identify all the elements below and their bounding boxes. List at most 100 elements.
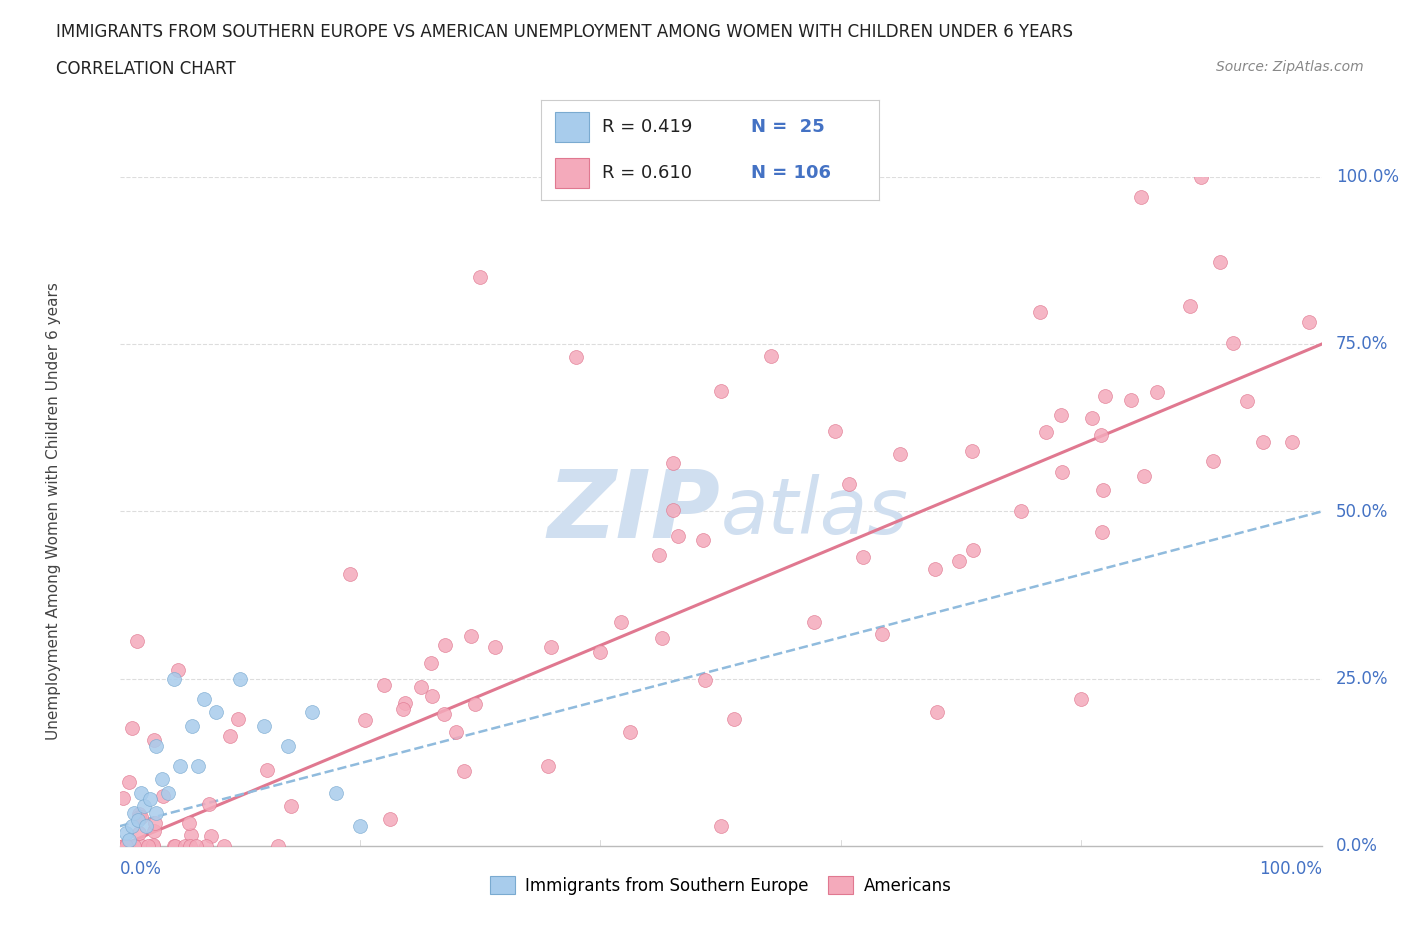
Point [339,566,361,581]
Point [184,839,207,854]
Point [136,839,159,854]
Text: Unemployment Among Women with Children Under 6 years: Unemployment Among Women with Children U… [46,283,60,740]
Point [112,839,135,854]
Point [180,828,202,843]
Text: 25.0%: 25.0% [1336,670,1389,688]
Point [204,705,226,720]
Point [152,788,174,803]
Point [619,725,641,740]
Point [709,818,731,833]
Point [267,839,290,854]
Point [169,759,191,774]
Point [219,729,242,744]
Point [228,671,250,686]
Point [709,383,731,398]
Point [162,671,184,686]
Point [484,640,506,655]
Point [253,718,276,733]
Point [198,796,221,811]
Point [354,712,377,727]
Point [661,456,683,471]
Point [692,532,714,547]
Bar [555,158,589,188]
Point [167,663,190,678]
Point [464,697,486,711]
Point [925,705,948,720]
Text: IMMIGRANTS FROM SOUTHERN EUROPE VS AMERICAN UNEMPLOYMENT AMONG WOMEN WITH CHILDR: IMMIGRANTS FROM SOUTHERN EUROPE VS AMERI… [56,23,1073,41]
Point [378,812,401,827]
Point [960,444,983,458]
Point [177,816,200,830]
Text: 100.0%: 100.0% [1258,860,1322,878]
Point [852,550,875,565]
Point [453,764,475,778]
Point [128,810,150,825]
Point [1178,299,1201,313]
Point [135,818,157,833]
Point [132,799,155,814]
Point [1281,434,1303,449]
Text: R = 0.419: R = 0.419 [602,117,692,136]
Point [1050,407,1073,422]
Point [1121,392,1143,407]
Point [277,738,299,753]
Point [693,672,716,687]
Point [420,656,443,671]
Point [122,839,145,854]
Point [666,528,689,543]
Legend: Immigrants from Southern Europe, Americans: Immigrants from Southern Europe, America… [484,870,957,901]
Point [122,805,145,820]
Point [1050,465,1073,480]
Point [301,705,323,720]
Point [420,688,443,703]
Point [468,270,492,285]
Point [127,633,149,648]
Point [1189,169,1212,184]
Point [409,680,432,695]
Point [1091,483,1114,498]
Text: 0.0%: 0.0% [120,860,162,878]
Point [723,711,745,726]
Point [824,423,846,438]
Point [142,838,165,853]
Point [962,543,984,558]
Point [145,805,167,820]
Point [870,627,893,642]
Point [648,548,671,563]
Point [537,759,560,774]
Point [540,640,562,655]
Point [212,839,235,854]
Point [128,807,150,822]
Text: CORRELATION CHART: CORRELATION CHART [56,60,236,78]
Point [174,839,197,854]
Point [373,678,395,693]
Point [1035,424,1057,439]
Point [145,816,167,830]
Point [145,738,167,753]
Point [180,718,202,733]
Point [349,818,371,833]
Point [280,799,302,814]
Point [112,790,135,805]
Point [948,554,970,569]
Point [127,812,149,827]
Point [565,350,588,365]
Point [325,785,347,800]
Point [433,706,456,721]
Point [1130,190,1153,205]
Point [118,832,141,847]
Point [1090,428,1112,443]
Point [143,733,166,748]
Point [226,711,249,726]
Text: ZIP: ZIP [548,466,720,557]
Point [1146,385,1168,400]
Point [651,631,673,645]
Point [803,614,825,629]
Point [1209,255,1232,270]
Text: N = 106: N = 106 [751,164,831,182]
Text: 50.0%: 50.0% [1336,502,1389,521]
Text: 100.0%: 100.0% [1336,167,1399,186]
Point [121,721,143,736]
Point [121,818,143,833]
Point [1298,314,1320,329]
